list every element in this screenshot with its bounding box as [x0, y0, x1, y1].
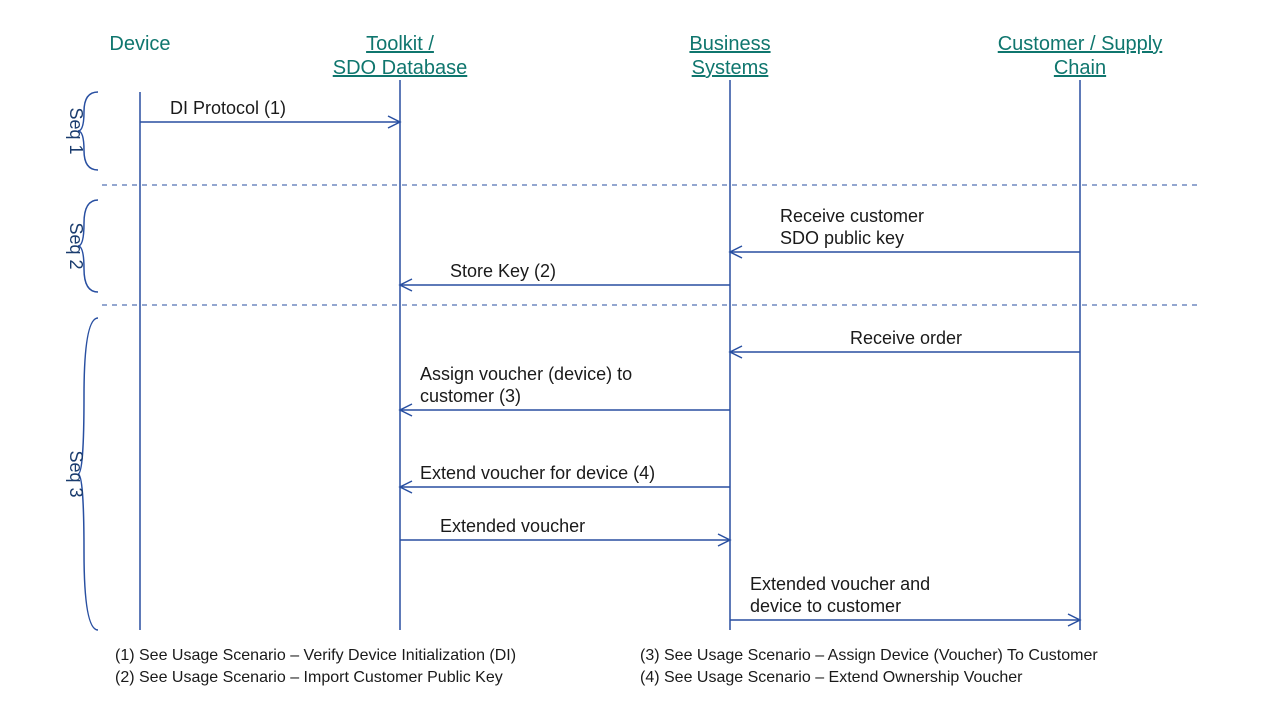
message-recv-order: Receive order	[730, 328, 1080, 358]
footnote-left-2: (2) See Usage Scenario – Import Customer…	[115, 669, 503, 686]
message-assign-voucher: Assign voucher (device) tocustomer (3)	[400, 364, 730, 416]
actor-label: Chain	[1054, 57, 1106, 79]
message-store-key: Store Key (2)	[400, 261, 730, 291]
sequence-diagram: Device Toolkit /SDO Database BusinessSyste…	[0, 0, 1280, 720]
message-label: customer (3)	[420, 386, 521, 406]
message-extended-voucher: Extended voucher	[400, 516, 730, 546]
actor-label: SDO Database	[333, 57, 468, 79]
actor-label: Systems	[692, 57, 769, 79]
message-label: device to customer	[750, 596, 901, 616]
message-ext-v-to-customer: Extended voucher anddevice to customer	[730, 574, 1080, 626]
message-label: Receive order	[850, 328, 962, 348]
seq-label: Seq 3	[66, 450, 86, 497]
seq-brace-2: Seq 2	[66, 200, 98, 292]
message-label: Extend voucher for device (4)	[420, 463, 655, 483]
actor-label: Business	[689, 33, 770, 55]
actor-customer: Customer / SupplyChain	[998, 33, 1163, 630]
message-label: Extended voucher and	[750, 574, 930, 594]
actor-label: Device	[109, 33, 170, 55]
message-recv-pubkey: Receive customerSDO public key	[730, 206, 1080, 258]
seq-label: Seq 1	[66, 107, 86, 154]
actor-label: Customer / Supply	[998, 33, 1163, 55]
message-label: Extended voucher	[440, 516, 585, 536]
message-label: DI Protocol (1)	[170, 98, 286, 118]
message-extend-voucher: Extend voucher for device (4)	[400, 463, 730, 493]
actor-label: Toolkit /	[366, 33, 434, 55]
footnote-left-1: (1) See Usage Scenario – Verify Device I…	[115, 647, 516, 664]
message-label: Receive customer	[780, 206, 924, 226]
message-label: Assign voucher (device) to	[420, 364, 632, 384]
message-label: SDO public key	[780, 228, 904, 248]
seq-label: Seq 2	[66, 222, 86, 269]
footnote-right-2: (4) See Usage Scenario – Extend Ownershi…	[640, 669, 1023, 686]
footnote-right-1: (3) See Usage Scenario – Assign Device (…	[640, 647, 1098, 664]
seq-brace-3: Seq 3	[66, 318, 98, 630]
footnotes: (1) See Usage Scenario – Verify Device I…	[115, 647, 1098, 686]
seq-brace-1: Seq 1	[66, 92, 98, 170]
message-di-protocol: DI Protocol (1)	[140, 98, 400, 128]
message-label: Store Key (2)	[450, 261, 556, 281]
